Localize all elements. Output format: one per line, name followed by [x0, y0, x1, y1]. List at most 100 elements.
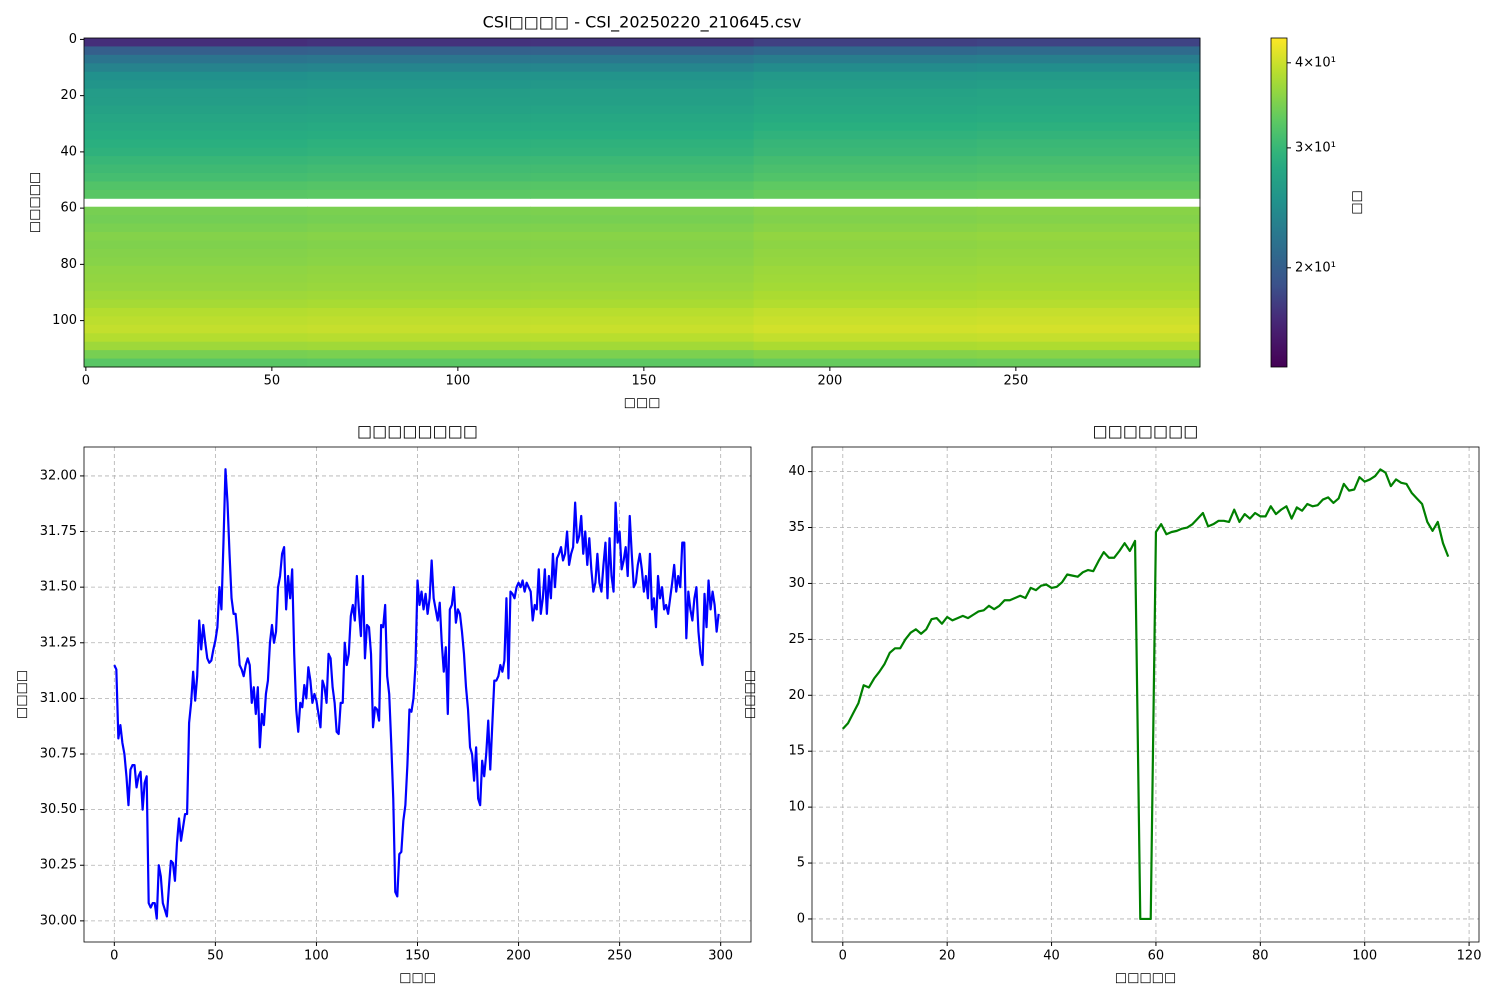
heatmap-cell [84, 350, 308, 360]
heatmap-cell [84, 105, 308, 115]
heatmap-cell [530, 206, 755, 216]
heatmap-cell [530, 122, 755, 132]
heatmap-cell [753, 316, 978, 326]
heatmap-cell [84, 172, 308, 182]
heatmap-cell [307, 105, 531, 115]
chart-title: □□□□□□□□ [357, 422, 478, 441]
heatmap-cell [753, 181, 978, 191]
heatmap-cell [530, 156, 755, 166]
y-tick-label: 80 [60, 257, 77, 272]
heatmap-cell [530, 316, 755, 326]
heatmap-cell [753, 232, 978, 241]
x-tick-label: 200 [817, 374, 842, 389]
heatmap-cell [976, 248, 1201, 258]
heatmap-cell [84, 88, 308, 98]
heatmap-cell [976, 257, 1201, 267]
heatmap-cell [753, 54, 978, 64]
heatmap-cell [976, 189, 1201, 199]
heatmap-cell [307, 299, 531, 309]
heatmap-cell [530, 299, 755, 309]
heatmap-cell [753, 240, 978, 250]
heatmap-cell [307, 38, 531, 47]
heatmap-cell [307, 324, 531, 334]
x-axis-label: □□□ [399, 971, 436, 986]
heatmap-cell [530, 248, 755, 258]
heatmap-cell [84, 189, 308, 199]
x-tick-label: 150 [405, 949, 430, 964]
y-tick-label: 100 [52, 313, 77, 328]
heatmap-cell [753, 350, 978, 360]
heatmap-cell [753, 358, 978, 368]
colorbar-tick-label: 2×10¹ [1295, 260, 1336, 275]
heatmap-cell [307, 71, 531, 81]
heatmap-cell [84, 291, 308, 301]
heatmap-cell [753, 299, 978, 309]
heatmap-cell [307, 54, 531, 64]
heatmap-cell [84, 97, 308, 106]
heatmap-cell [753, 97, 978, 106]
y-axis-label: □□□□ [15, 670, 30, 719]
heatmap-cell [753, 63, 978, 73]
heatmap-cell [307, 181, 531, 191]
heatmap-cell [976, 181, 1201, 191]
heatmap-cell [530, 80, 755, 90]
heatmap-cell [530, 139, 755, 149]
heatmap-cell [307, 206, 531, 216]
heatmap-cell [753, 341, 978, 351]
heatmap-cell [530, 291, 755, 301]
x-tick-label: 250 [1003, 374, 1028, 389]
heatmap-cell [753, 156, 978, 166]
heatmap-cell [84, 223, 308, 233]
heatmap-cell [530, 130, 755, 140]
colorbar [1270, 37, 1288, 368]
heatmap-cell [84, 181, 308, 191]
y-tick-label: 31.75 [40, 524, 77, 539]
heatmap-cell [307, 341, 531, 351]
heatmap-cell [976, 324, 1201, 334]
heatmap-cell [976, 164, 1201, 174]
heatmap-cell [307, 215, 531, 225]
heatmap-cell [530, 274, 755, 284]
heatmap-cell [307, 139, 531, 149]
heatmap-cell [307, 172, 531, 182]
heatmap-cell [976, 316, 1201, 326]
heatmap-cell [976, 113, 1201, 123]
heatmap-cell [530, 172, 755, 182]
heatmap-cell [753, 248, 978, 258]
x-tick-label: 200 [506, 949, 531, 964]
heatmap-cell [976, 105, 1201, 115]
line-series [841, 468, 1450, 921]
heatmap-cell [84, 358, 308, 368]
heatmap-cell [84, 324, 308, 334]
heatmap-cell [84, 282, 308, 292]
y-tick-label: 35 [788, 520, 805, 535]
heatmap-cell [307, 97, 531, 106]
heatmap-cell [753, 38, 978, 47]
x-tick-label: 0 [110, 949, 118, 964]
heatmap-cell [530, 63, 755, 73]
y-tick-label: 0 [69, 32, 77, 47]
heatmap-cell [976, 38, 1201, 47]
y-tick-label: 25 [788, 632, 805, 647]
heatmap-cell [84, 63, 308, 73]
chart-title: □□□□□□□ [1093, 422, 1199, 441]
heatmap-cell [307, 240, 531, 250]
heatmap-cell [976, 274, 1201, 284]
heatmap-cell [307, 232, 531, 241]
heatmap-cell [976, 63, 1201, 73]
heatmap-cell [307, 333, 531, 343]
y-axis-label: □□□□□ [28, 172, 43, 233]
line-series [113, 468, 720, 920]
heatmap-cell [530, 341, 755, 351]
heatmap-cell [753, 223, 978, 233]
y-tick-label: 30.50 [40, 802, 77, 817]
heatmap-cell [530, 189, 755, 199]
heatmap-cell [84, 164, 308, 174]
heatmap-cell [753, 113, 978, 123]
heatmap-cell [530, 46, 755, 56]
heatmap-cell [753, 333, 978, 343]
heatmap-cell [84, 274, 308, 284]
heatmap-cell [753, 257, 978, 267]
y-tick-label: 60 [60, 201, 77, 216]
heatmap-cell [976, 223, 1201, 233]
